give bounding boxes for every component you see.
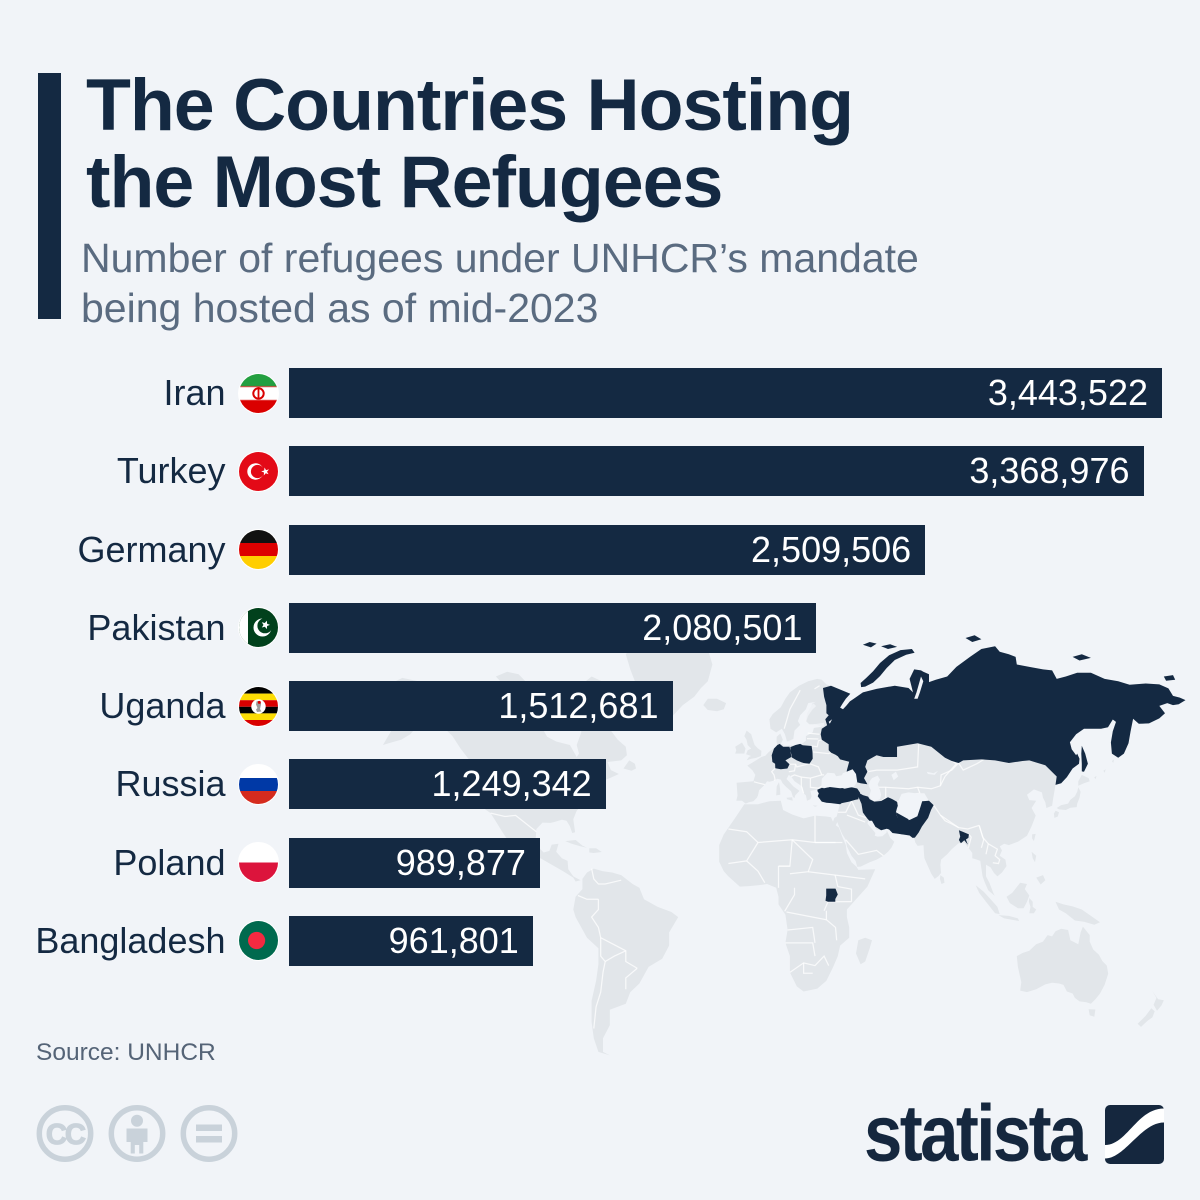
svg-text:CC: CC — [46, 1119, 86, 1151]
